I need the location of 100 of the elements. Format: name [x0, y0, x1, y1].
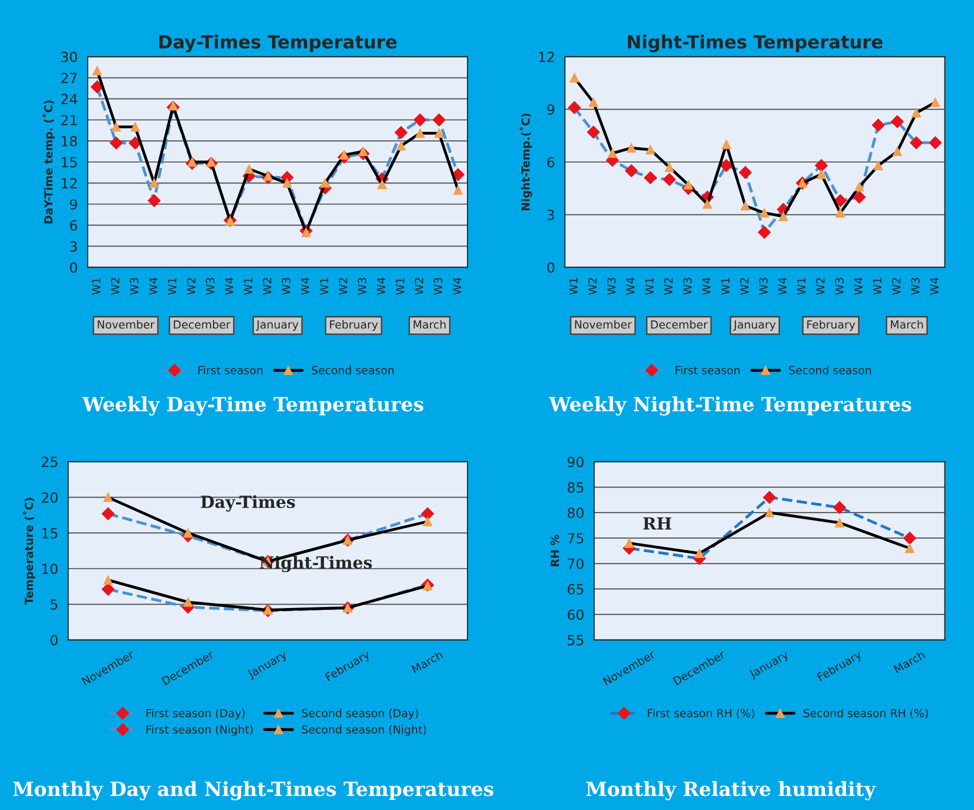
y-tick-label: 55: [568, 635, 584, 646]
y-axis-title: DaY-Time temp. (˚C): [42, 100, 55, 224]
text: March: [890, 320, 923, 329]
y-tick-label: 85: [568, 482, 584, 493]
x-tick-label: W1: [244, 278, 252, 295]
y-tick-label: 12: [62, 178, 77, 188]
x-tick-label: W4: [149, 278, 158, 295]
y-tick-label: 0: [70, 262, 78, 273]
chart-title: Day-Times Temperature: [159, 34, 397, 52]
x-tick-label: W1: [797, 278, 806, 295]
x-tick-label: W2: [892, 278, 900, 295]
legend-label: First season: [198, 366, 262, 374]
y-tick-label: 25: [42, 456, 58, 468]
x-tick-label: W1: [320, 278, 328, 295]
y-tick-label: 21: [61, 114, 77, 126]
x-tick-label: W2: [186, 278, 196, 295]
y-tick-label: 0: [50, 634, 58, 646]
text: Monthly Day and Night-Times Temperatures: [13, 781, 494, 800]
x-tick-label: W2: [338, 278, 348, 295]
y-tick-label: 75: [568, 533, 584, 544]
x-tick-label: W4: [854, 278, 862, 295]
text: December: [651, 320, 708, 329]
legend-label: Second season (Night): [302, 725, 426, 736]
y-tick-label: 9: [547, 104, 554, 115]
text: January: [733, 320, 776, 331]
text: February: [330, 320, 378, 331]
x-tick-label: W3: [282, 278, 290, 295]
x-tick-label: W1: [569, 278, 578, 295]
y-tick-label: 80: [568, 508, 584, 518]
x-tick-label: W1: [873, 278, 882, 295]
text: November: [98, 320, 155, 329]
y-tick-label: 15: [42, 528, 58, 538]
x-tick-label: W4: [778, 278, 786, 295]
x-tick-label: W4: [225, 278, 234, 295]
text: January: [256, 320, 298, 331]
x-tick-label: W2: [262, 278, 272, 295]
text: March: [414, 320, 446, 329]
x-tick-label: W2: [110, 278, 120, 295]
text: December: [174, 320, 230, 329]
x-tick-label: W3: [835, 278, 844, 295]
y-tick-label: 65: [568, 584, 584, 594]
y-axis-title: Temperature (˚C): [23, 498, 36, 605]
x-tick-label: W3: [434, 278, 442, 295]
y-tick-label: 3: [70, 241, 77, 252]
x-tick-label: W3: [130, 278, 138, 295]
text: February: [807, 320, 856, 331]
legend-label: First season (Day): [146, 708, 245, 720]
text: Monthly Relative humidity: [586, 781, 876, 800]
x-tick-label: W3: [759, 278, 768, 295]
legend-label: Second season RH (%): [804, 708, 928, 719]
y-tick-label: 0: [547, 262, 554, 273]
chart-title: Night-Times Temperature: [628, 34, 882, 52]
y-axis-title: Night-Temp.(˚C): [520, 114, 532, 210]
y-tick-label: 6: [547, 156, 554, 168]
y-tick-label: 15: [62, 157, 77, 168]
x-tick-label: W3: [683, 278, 692, 295]
x-tick-label: W2: [664, 278, 672, 295]
y-tick-label: 18: [62, 136, 77, 146]
y-tick-label: 60: [568, 609, 584, 620]
legend-label: Second season (Day): [302, 708, 418, 720]
legend-label: Second season: [312, 366, 394, 374]
x-tick-label: W2: [740, 278, 748, 295]
x-tick-label: W1: [396, 278, 404, 295]
text: Weekly Night-Time Temperatures: [548, 396, 912, 416]
y-axis-title: RH %: [550, 534, 560, 566]
x-tick-label: W4: [452, 278, 462, 295]
x-tick-label: W3: [206, 278, 214, 295]
x-tick-label: W1: [645, 278, 654, 295]
x-tick-label: W3: [911, 278, 920, 295]
y-tick-label: 27: [61, 72, 77, 84]
x-tick-label: W2: [588, 278, 596, 295]
y-tick-label: 70: [568, 558, 584, 570]
text: Weekly Day-Time Temperatures: [82, 396, 424, 416]
x-tick-label: W4: [377, 278, 386, 295]
legend-label: First season RH (%): [648, 708, 754, 719]
x-tick-label: W1: [92, 278, 100, 295]
annotation: Day-Times: [200, 495, 295, 512]
x-tick-label: W4: [301, 278, 310, 295]
y-tick-label: 3: [547, 210, 554, 220]
text: November: [575, 320, 632, 329]
x-tick-label: W1: [168, 278, 176, 295]
legend-label: First season: [676, 366, 740, 374]
x-tick-label: W2: [816, 278, 824, 295]
y-tick-label: 20: [42, 492, 58, 503]
x-tick-label: W2: [414, 278, 424, 295]
x-tick-label: W3: [358, 278, 366, 295]
y-tick-label: 5: [50, 599, 58, 610]
x-tick-label: W4: [626, 278, 634, 295]
y-tick-label: 10: [42, 564, 58, 574]
annotation: RH: [643, 517, 672, 530]
x-tick-label: W1: [721, 278, 730, 295]
x-tick-label: W4: [702, 278, 710, 295]
y-tick-label: 90: [568, 456, 584, 468]
x-tick-label: W3: [607, 278, 616, 295]
legend-label: First season (Night): [146, 725, 253, 736]
legend-label: Second season: [789, 366, 871, 374]
y-tick-label: 6: [70, 220, 78, 231]
x-tick-label: W4: [930, 278, 938, 295]
y-tick-label: 9: [70, 199, 77, 210]
y-tick-label: 12: [539, 52, 554, 62]
